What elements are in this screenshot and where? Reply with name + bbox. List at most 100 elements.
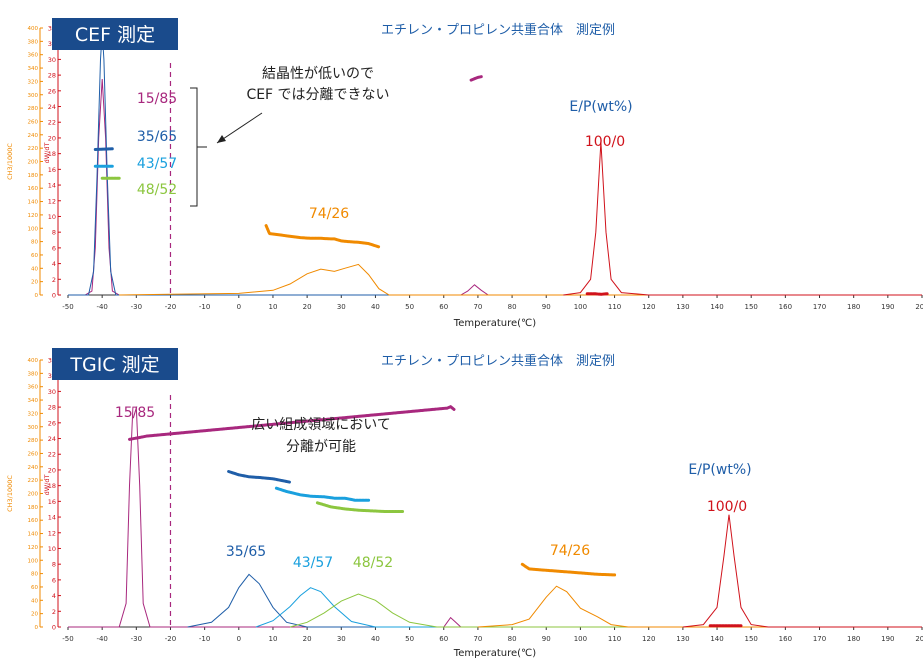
dw-tick-label: 22 xyxy=(48,451,56,459)
dw-tick-label: 32 xyxy=(48,372,56,380)
ch3-tick-label: 300 xyxy=(28,93,39,99)
x-tick-label: 160 xyxy=(779,303,792,311)
x-tick-label: 150 xyxy=(745,635,758,643)
chart-title: エチレン・プロピレン共重合体 測定例 xyxy=(381,353,615,369)
annotation-line: CEF では分離できない xyxy=(246,86,389,103)
note-arrow xyxy=(216,112,263,144)
dw-tick-label: 8 xyxy=(52,561,56,569)
series-label: 43/57 xyxy=(293,555,333,571)
dw-tick-label: 0 xyxy=(52,292,56,300)
ch3-tick-label: 380 xyxy=(28,39,39,45)
series-label: 74/26 xyxy=(550,543,590,559)
series-label: 74/26 xyxy=(309,206,349,222)
series-line-43-57 xyxy=(255,587,922,628)
x-tick-label: -30 xyxy=(131,635,142,643)
dw-tick-label: 8 xyxy=(52,229,56,237)
x-tick-label: 90 xyxy=(542,635,551,643)
ch3-tick-label: 240 xyxy=(28,133,39,139)
x-tick-label: 20 xyxy=(303,635,312,643)
dw-tick-label: 10 xyxy=(48,213,56,221)
ch3-tick-label: 0 xyxy=(35,293,39,299)
dw-tick-label: 4 xyxy=(52,592,56,600)
dw-tick-label: 30 xyxy=(48,388,56,396)
ch3-axis-label: CH3/1000C xyxy=(6,475,14,512)
x-tick-label: 190 xyxy=(881,303,894,311)
x-tick-label: 10 xyxy=(268,635,277,643)
x-tick-label: -20 xyxy=(165,303,176,311)
annotation-line: 結晶性が低いので xyxy=(262,66,374,82)
x-tick-label: -40 xyxy=(96,635,107,643)
x-tick-label: 50 xyxy=(405,303,414,311)
ch3-tick-label: 200 xyxy=(28,160,39,166)
ch3-series-74-26 xyxy=(264,224,381,249)
ch3-tick-label: 320 xyxy=(28,79,39,85)
series-label: 35/65 xyxy=(226,544,266,560)
ch3-series-15-85 xyxy=(128,404,456,441)
ch3-tick-label: 400 xyxy=(28,26,39,32)
dw-tick-label: 12 xyxy=(48,197,56,205)
ch3-tick-label: 100 xyxy=(28,226,39,232)
ch3-tick-label: 80 xyxy=(31,572,38,578)
ch3-tick-label: 180 xyxy=(28,173,39,179)
ch3-tick-label: 380 xyxy=(28,371,39,377)
series-label: 15/85 xyxy=(115,405,155,421)
dw-tick-label: 14 xyxy=(48,182,56,190)
x-tick-label: 120 xyxy=(642,303,655,311)
ch3-tick-label: 360 xyxy=(28,385,39,391)
dw-tick-label: 22 xyxy=(48,119,56,127)
x-tick-label: -20 xyxy=(165,635,176,643)
x-tick-label: 200 xyxy=(915,303,923,311)
note-arrow-head xyxy=(217,135,226,143)
annotation-line: 広い組成領域において xyxy=(251,416,391,433)
dw-axis-label: dW/dT xyxy=(43,143,51,164)
ch3-series-35-65 xyxy=(227,470,292,484)
x-tick-label: 150 xyxy=(745,303,758,311)
x-tick-label: 60 xyxy=(439,635,448,643)
dw-tick-label: 18 xyxy=(48,150,56,158)
series-line-74-26 xyxy=(119,263,922,296)
series-line-15-85 xyxy=(68,406,922,628)
ch3-tick-label: 120 xyxy=(28,545,39,551)
x-tick-label: 10 xyxy=(268,303,277,311)
x-tick-label: -40 xyxy=(96,303,107,311)
dw-tick-label: 16 xyxy=(48,166,56,174)
x-tick-label: 140 xyxy=(710,635,723,643)
series-line-35-65 xyxy=(68,31,922,296)
dw-tick-label: 28 xyxy=(48,404,56,412)
dw-tick-label: 26 xyxy=(48,419,56,427)
ch3-tick-label: 140 xyxy=(28,532,39,538)
series-line-100-0 xyxy=(563,141,922,296)
chart-title: エチレン・プロピレン共重合体 測定例 xyxy=(381,22,615,38)
x-tick-label: 70 xyxy=(473,635,482,643)
x-tick-label: 70 xyxy=(473,303,482,311)
series-label: 100/0 xyxy=(585,134,625,150)
x-tick-label: 80 xyxy=(508,635,517,643)
x-tick-label: 80 xyxy=(508,303,517,311)
series-label: 15/85 xyxy=(137,91,177,107)
dw-tick-label: 20 xyxy=(48,466,56,474)
ch3-axis-label: CH3/1000C xyxy=(6,143,14,180)
ch3-tick-label: 340 xyxy=(28,66,39,72)
ch3-tick-label: 180 xyxy=(28,505,39,511)
x-tick-label: 110 xyxy=(608,635,621,643)
ch3-tick-label: 260 xyxy=(28,119,39,125)
ch3-series-48-52 xyxy=(315,501,405,513)
ch3-tick-label: 60 xyxy=(31,253,38,259)
series-line-15-85 xyxy=(68,78,922,296)
ch3-tick-label: 40 xyxy=(31,266,38,272)
series-line-35-65 xyxy=(187,573,922,628)
x-tick-label: 120 xyxy=(642,635,655,643)
badge-label: TGIC 測定 xyxy=(69,354,159,376)
dw-axis-label: dW/dT xyxy=(43,475,51,496)
ch3-tick-label: 20 xyxy=(31,280,38,286)
badge-box xyxy=(52,18,178,50)
series-line-48-52 xyxy=(289,593,922,628)
series-label: 100/0 xyxy=(707,499,747,515)
series-line-100-0 xyxy=(682,514,922,628)
dw-tick-label: 26 xyxy=(48,87,56,95)
chart-panel-1: -50 -40 -30 -20 -10 0 10 20 30 40 50 60 70 80 90 100 110… xyxy=(6,348,923,659)
dw-tick-label: 30 xyxy=(48,56,56,64)
dw-tick-label: 20 xyxy=(48,134,56,142)
x-tick-label: 160 xyxy=(779,635,792,643)
